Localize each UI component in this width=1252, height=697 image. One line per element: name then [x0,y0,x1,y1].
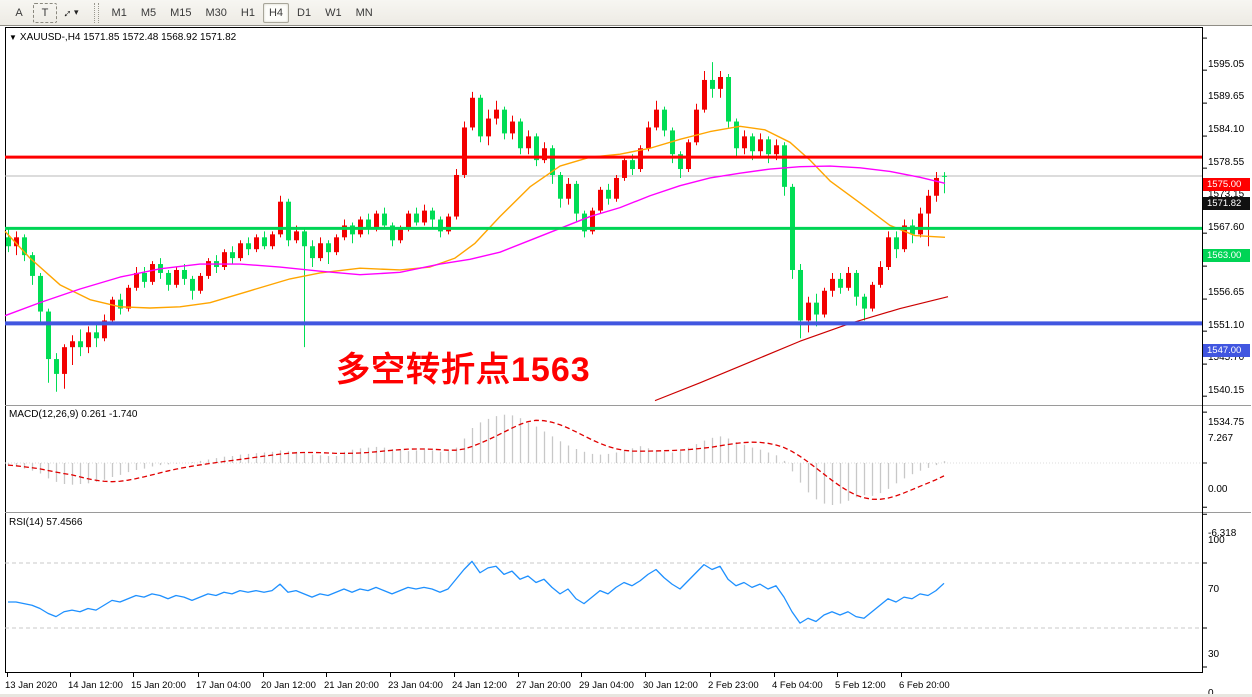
date-label: 30 Jan 12:00 [643,680,698,691]
date-label: 23 Jan 04:00 [388,680,443,691]
rsi-axis-label: 100 [1208,535,1225,547]
macd-indicator-label: MACD(12,26,9) 0.261 -1.740 [9,409,138,420]
macd-axis-label: 0.00 [1208,484,1228,495]
timeframe-button-m1[interactable]: M1 [106,3,133,23]
price-tick-label: 1534.75 [1208,417,1245,429]
timeframe-button-h1[interactable]: H1 [235,3,261,23]
date-label: 2 Feb 23:00 [708,680,759,691]
macd-axis-label: 7.267 [1208,433,1234,445]
text-label-tool-button[interactable]: A [7,3,31,23]
rsi-axis-label: 70 [1208,584,1220,595]
price-badge-1563-00: 1563.00 [1203,248,1250,262]
timeframe-button-d1[interactable]: D1 [291,3,317,23]
chart-canvas[interactable] [0,27,1252,697]
date-label: 14 Jan 12:00 [68,680,123,691]
rsi-axis-label: 30 [1208,649,1220,660]
rsi-axis-label: 0 [1208,688,1214,697]
toolbar: A T ↕ ▾ M1 M5 M15 M30 H1 H4 D1 W1 MN [0,0,1252,26]
price-badge-1575-00: 1575.00 [1203,177,1250,191]
cursor-tool-button[interactable]: ↕ ▾ [59,3,85,23]
price-tick-label: 1556.65 [1208,287,1245,299]
date-label: 6 Feb 20:00 [899,680,950,691]
timeframe-button-h4[interactable]: H4 [262,2,290,23]
toolbar-grip[interactable] [93,2,99,23]
date-label: 21 Jan 20:00 [324,680,379,691]
timeframe-button-w1[interactable]: W1 [319,3,348,23]
chart-annotation-text[interactable]: 多空转折点1563 [336,351,591,389]
date-label: 13 Jan 2020 [5,680,58,691]
timeframe-button-group: M1 M5 M15 M30 H1 H4 D1 W1 MN [105,2,380,23]
price-tick-label: 1589.65 [1208,91,1245,103]
date-label: 17 Jan 04:00 [196,680,251,691]
bottom-strip [0,694,1252,697]
chart-title-text: XAUUSD-,H4 1571.85 1572.48 1568.92 1571.… [19,32,237,43]
macd-axis-label: -6.318 [1208,528,1237,540]
price-tick-label: 1551.10 [1208,320,1245,332]
date-label: 29 Jan 04:00 [579,680,634,691]
price-tick-label: 1578.55 [1208,157,1245,169]
price-tick-label: 1545.70 [1208,352,1245,364]
timeframe-button-mn[interactable]: MN [350,3,379,23]
date-label: 24 Jan 12:00 [452,680,507,691]
price-badge-1547-00: 1547.00 [1203,343,1250,357]
double-arrow-icon: ↕ [60,5,76,20]
timeframe-button-m5[interactable]: M5 [135,3,162,23]
date-label: 15 Jan 20:00 [131,680,186,691]
price-tick-label: 1567.60 [1208,222,1245,234]
symbol-dropdown-icon[interactable]: ▼ [9,33,17,42]
date-label: 27 Jan 20:00 [516,680,571,691]
date-label: 4 Feb 04:00 [772,680,823,691]
price-badge-1571-82: 1571.82 [1203,196,1250,210]
chart-title: ▼ XAUUSD-,H4 1571.85 1572.48 1568.92 1571… [9,32,236,43]
timeframe-button-m30[interactable]: M30 [200,3,233,23]
rsi-indicator-label: RSI(14) 57.4566 [9,517,83,528]
timeframe-button-m15[interactable]: M15 [164,3,197,23]
date-label: 20 Jan 12:00 [261,680,316,691]
price-tick-label: 1573.15 [1208,189,1245,201]
date-label: 5 Feb 12:00 [835,680,886,691]
dropdown-caret-icon: ▾ [74,7,79,17]
chart-area: ▼ XAUUSD-,H4 1571.85 1572.48 1568.92 1571… [0,27,1252,697]
price-tick-label: 1584.10 [1208,124,1245,136]
price-tick-label: 1540.15 [1208,385,1245,397]
price-tick-label: 1595.05 [1208,59,1245,71]
text-tool-button[interactable]: T [33,2,57,23]
